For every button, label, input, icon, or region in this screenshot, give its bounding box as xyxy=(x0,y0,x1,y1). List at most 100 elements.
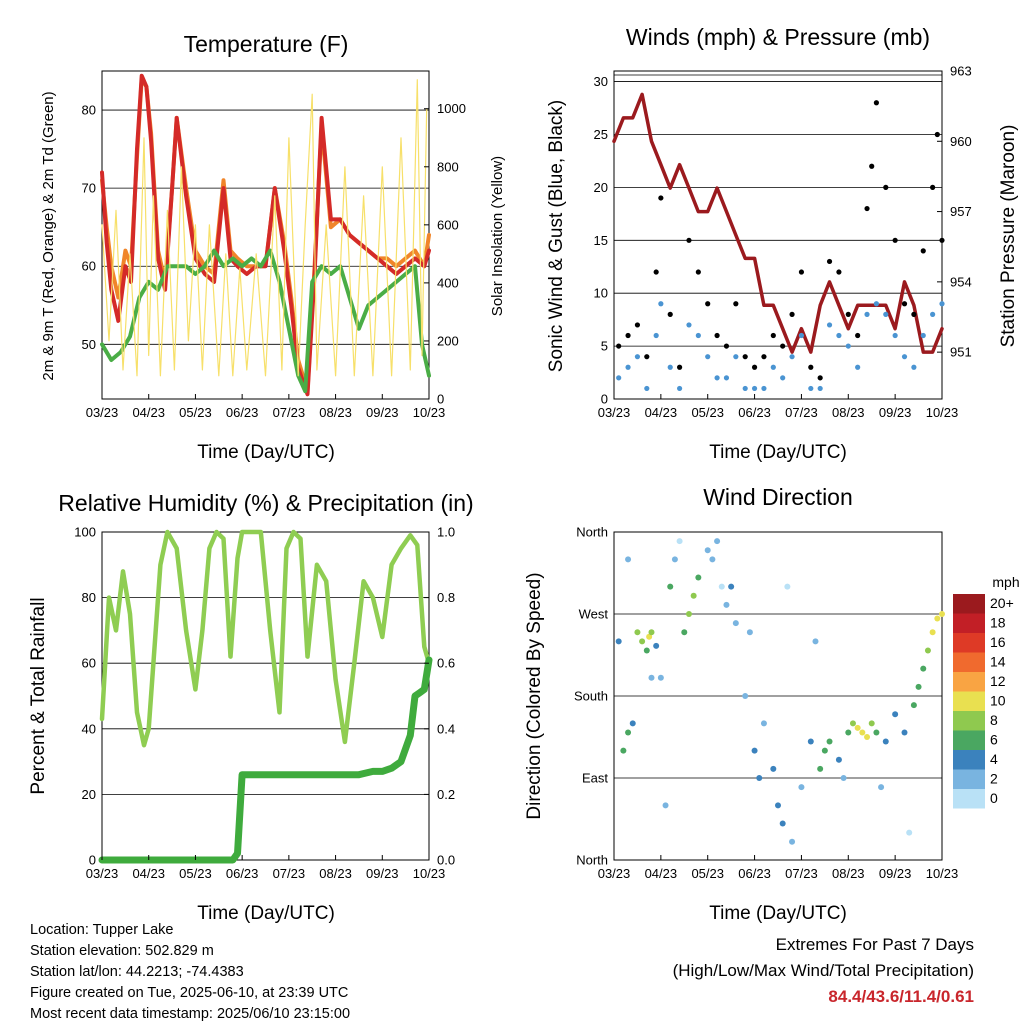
humidity-y-title: Percent & Total Rainfall xyxy=(28,597,49,794)
direction-point xyxy=(878,784,885,791)
series-point-sonic xyxy=(873,301,880,307)
direction-point xyxy=(770,765,777,772)
direction-point xyxy=(840,775,847,781)
legend-swatch xyxy=(953,594,985,614)
wind-direction-x-title: Time (Day/UTC) xyxy=(709,903,847,924)
series-point-gust xyxy=(616,343,622,349)
direction-point xyxy=(732,620,739,627)
winds-y-title: Sonic Wind & Gust (Blue, Black) xyxy=(546,100,567,372)
winds-series xyxy=(612,92,945,392)
series-point-sonic xyxy=(883,311,889,317)
right-y-tick-label: 1.0 xyxy=(437,525,455,540)
x-tick-label: 09/23 xyxy=(366,405,399,420)
direction-point xyxy=(849,720,856,727)
series-point-gust xyxy=(625,332,631,339)
direction-point xyxy=(845,729,852,736)
x-tick-label: 06/23 xyxy=(738,866,771,881)
legend-swatch xyxy=(953,672,985,692)
temperature-x-title: Time (Day/UTC) xyxy=(197,442,335,463)
direction-point xyxy=(690,592,697,599)
direction-point xyxy=(789,838,796,845)
series-point-gust xyxy=(644,354,650,360)
direction-point xyxy=(901,729,908,736)
series-point-gust xyxy=(864,205,870,212)
series-point-sonic xyxy=(836,332,842,339)
y-tick-label: 0 xyxy=(601,392,608,407)
direction-point xyxy=(723,601,730,608)
x-tick-label: 08/23 xyxy=(832,405,865,420)
extremes-box: Extremes For Past 7 Days (High/Low/Max W… xyxy=(673,932,974,1010)
series-point-gust xyxy=(873,100,880,106)
series-point-sonic xyxy=(939,301,945,307)
direction-point xyxy=(620,747,627,754)
series-line-pressure xyxy=(612,92,944,354)
wind-direction-y-title: Direction (Colored By Speed) xyxy=(524,572,545,819)
direction-point xyxy=(784,583,791,590)
series-point-gust xyxy=(930,184,936,190)
x-tick-label: 04/23 xyxy=(132,405,165,420)
direction-point xyxy=(826,738,833,745)
created-text: Figure created on Tue, 2025-06-10, at 23… xyxy=(30,985,349,1001)
series-point-sonic xyxy=(770,364,776,370)
right-y-tick-label: 0.8 xyxy=(437,590,455,605)
series-point-gust xyxy=(733,301,739,307)
y-tick-label: 50 xyxy=(82,337,96,352)
series-point-gust xyxy=(677,364,683,370)
wind-direction-title: Wind Direction xyxy=(703,484,853,510)
series-point-sonic xyxy=(855,364,861,370)
legend-label: 0 xyxy=(990,790,998,806)
series-point-gust xyxy=(742,354,748,360)
series-line-t2m xyxy=(100,73,431,397)
winds-title: Winds (mph) & Pressure (mb) xyxy=(626,24,930,50)
x-tick-label: 10/23 xyxy=(413,866,446,881)
series-point-sonic xyxy=(644,385,650,392)
legend-swatch xyxy=(953,613,985,633)
series-point-gust xyxy=(770,332,776,339)
wind-direction-gridlines xyxy=(614,531,942,861)
direction-point xyxy=(835,756,842,763)
y-tick-label: 20 xyxy=(594,180,608,195)
series-line-solar xyxy=(101,79,428,377)
direction-point xyxy=(817,765,824,772)
series-point-sonic xyxy=(705,354,711,360)
series-point-sonic xyxy=(892,332,898,339)
x-tick-label: 07/23 xyxy=(273,405,306,420)
direction-point xyxy=(671,556,678,563)
direction-point xyxy=(695,574,702,581)
y-tick-label: 60 xyxy=(82,259,96,274)
direction-point xyxy=(648,629,655,636)
humidity-y-ticks: 0 20 40 60 80 100 xyxy=(74,525,96,868)
series-point-gust xyxy=(653,269,659,275)
right-y-tick-label: 963 xyxy=(950,64,972,79)
y-tick-label: 0 xyxy=(89,853,96,868)
x-tick-label: 05/23 xyxy=(691,405,724,420)
direction-point xyxy=(681,629,688,636)
series-point-gust xyxy=(869,163,875,169)
legend-label: 10 xyxy=(990,693,1006,709)
elevation-text: Station elevation: 502.829 m xyxy=(30,943,214,959)
right-y-tick-label: 951 xyxy=(950,345,972,360)
x-tick-label: 10/23 xyxy=(926,405,959,420)
direction-point xyxy=(746,629,753,636)
direction-point xyxy=(821,747,828,754)
series-point-gust xyxy=(789,311,795,317)
direction-point xyxy=(625,729,632,736)
x-tick-label: 10/23 xyxy=(926,866,959,881)
legend-label: 20+ xyxy=(990,595,1014,611)
x-tick-label: 03/23 xyxy=(598,866,631,881)
series-point-sonic xyxy=(742,385,748,392)
series-point-sonic xyxy=(625,364,631,370)
x-tick-label: 08/23 xyxy=(319,866,352,881)
humidity-x-title: Time (Day/UTC) xyxy=(197,903,335,924)
series-point-gust xyxy=(761,354,767,360)
direction-point xyxy=(653,642,660,649)
winds-panel: Winds (mph) & Pressure (mb) 0 5 10 15 20 25 30… xyxy=(546,24,1019,463)
winds-right-y-title: Station Pressure (Maroon) xyxy=(998,125,1019,348)
y-tick-label: 25 xyxy=(594,127,608,142)
series-point-gust xyxy=(714,332,720,339)
right-y-tick-label: 0 xyxy=(437,392,444,407)
direction-point xyxy=(854,724,861,731)
direction-point xyxy=(868,720,875,727)
y-tick-label: 100 xyxy=(74,525,96,540)
